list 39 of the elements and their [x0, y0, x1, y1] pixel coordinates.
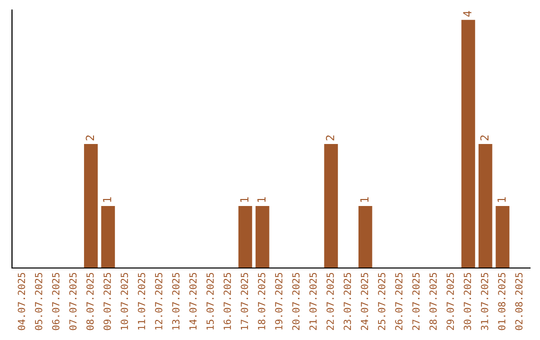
data-label: 2	[326, 135, 334, 140]
x-tick-label: 21.07.2025	[309, 272, 317, 330]
x-tick-label: 22.07.2025	[326, 272, 334, 330]
x-tick-label: 06.07.2025	[52, 272, 60, 330]
x-tick-label: 01.08.2025	[498, 272, 506, 330]
x-tick-label: 17.07.2025	[240, 272, 248, 330]
x-tick-label: 16.07.2025	[224, 272, 231, 330]
x-tick-label: 15.07.2025	[206, 272, 214, 330]
x-tick-label: 29.07.2025	[446, 272, 454, 330]
x-tick-label: 28.07.2025	[429, 272, 437, 330]
x-tick-label: 05.07.2025	[34, 272, 42, 330]
x-tick-label: 23.07.2025	[344, 272, 352, 330]
data-label: 1	[498, 197, 506, 202]
data-label: 1	[257, 197, 266, 202]
x-tick-label: 04.07.2025	[18, 272, 26, 330]
x-tick-label: 26.07.2025	[395, 272, 402, 330]
x-tick-label: 25.07.2025	[378, 272, 386, 330]
data-label: 1	[103, 197, 112, 202]
data-label: 4	[463, 10, 472, 17]
x-tick-label: 13.07.2025	[172, 272, 180, 330]
data-label: 1	[240, 197, 248, 202]
data-label: 1	[360, 197, 368, 202]
x-tick-label: 18.07.2025	[258, 272, 266, 330]
x-tick-label: 14.07.2025	[189, 272, 197, 330]
x-tick-label: 24.07.2025	[360, 272, 368, 330]
data-label: 2	[480, 135, 488, 140]
x-tick-label: 11.07.2025	[138, 272, 146, 330]
data-label: 2	[86, 135, 94, 140]
x-tick-label: 09.07.2025	[104, 272, 111, 330]
x-tick-label: 30.07.2025	[464, 272, 472, 330]
x-tick-label: 07.07.2025	[69, 272, 77, 330]
x-tick-label: 27.07.2025	[412, 272, 420, 330]
x-tick-label: 12.07.2025	[155, 272, 162, 330]
x-tick-label: 19.07.2025	[275, 272, 282, 330]
x-tick-label: 31.07.2025	[480, 272, 488, 330]
x-tick-label: 02.08.2025	[515, 272, 523, 330]
x-tick-label: 10.07.2025	[120, 272, 128, 330]
x-tick-label: 20.07.2025	[292, 272, 300, 330]
x-tick-label: 08.07.2025	[86, 272, 94, 330]
